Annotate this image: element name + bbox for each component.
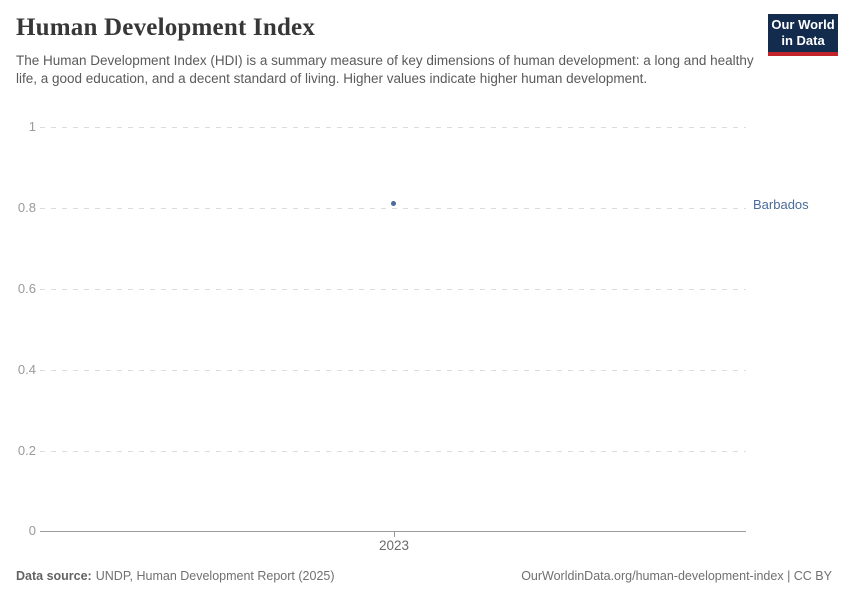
gridline (40, 370, 746, 371)
data-point-barbados[interactable] (391, 201, 396, 206)
grid-row-0-4: 0.4 (0, 363, 850, 377)
y-axis-tick-label: 1 (28, 119, 36, 134)
data-source-label: Data source: (16, 569, 92, 583)
y-axis-tick-label: 0.4 (17, 362, 36, 377)
data-source-note: Data source: UNDP, Human Development Repo… (16, 568, 335, 584)
grid-row-0-6: 0.6 (0, 282, 850, 296)
y-axis-tick-label: 0.2 (17, 443, 36, 458)
chart-footer: Data source: UNDP, Human Development Repo… (16, 568, 832, 584)
grid-row-0-2: 0.2 (0, 444, 850, 458)
owid-logo-line1: Our World (771, 17, 835, 32)
page-title: Human Development Index (16, 14, 316, 41)
y-axis-tick-label: 0.8 (17, 200, 36, 215)
data-source-text: UNDP, Human Development Report (2025) (95, 569, 335, 583)
gridline (40, 208, 746, 209)
y-axis-tick-label: 0.6 (17, 281, 36, 296)
attribution-link[interactable]: OurWorldinData.org/human-development-ind… (521, 569, 832, 583)
gridline (40, 451, 746, 452)
gridline (40, 127, 746, 128)
x-axis-tick-label: 2023 (378, 538, 410, 553)
x-axis-tick (394, 531, 395, 537)
axis-line (40, 531, 746, 532)
grid-row-1: 1 (0, 120, 850, 134)
chart-subtitle: The Human Development Index (HDI) is a s… (16, 53, 754, 86)
grid-row-0-8: 0.8 (0, 201, 850, 215)
owid-logo[interactable]: Our World in Data (768, 14, 838, 56)
gridline (40, 289, 746, 290)
series-label-barbados[interactable]: Barbados (753, 197, 809, 212)
x-axis-baseline: 0 (0, 524, 850, 538)
owid-logo-line2: in Data (781, 33, 825, 48)
y-axis-tick-label: 0 (28, 523, 36, 538)
